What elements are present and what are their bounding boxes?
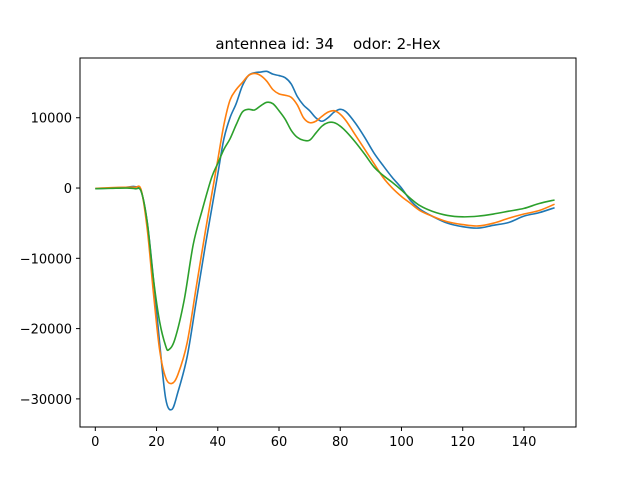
y-tick-label: −10000 <box>20 252 72 267</box>
x-tick-label: 120 <box>450 435 475 450</box>
ticks-layer: 0 20 40 60 80 100 120 140 −30000 −20000 −10000 0 100… <box>20 112 537 450</box>
x-tick-label: 40 <box>210 435 227 450</box>
series-line-1 <box>95 70 555 411</box>
y-tick-label: 10000 <box>31 112 72 127</box>
x-tick-label: 0 <box>91 435 99 450</box>
x-tick-label: 80 <box>332 435 349 450</box>
series-line-3 <box>95 101 555 352</box>
chart-title: antennea id: 34 odor: 2-Hex <box>215 35 440 53</box>
plot-frame <box>79 57 577 428</box>
y-tick-label: −30000 <box>20 393 72 408</box>
x-tick-label: 60 <box>271 435 288 450</box>
x-tick-label: 20 <box>148 435 165 450</box>
x-tick-label: 140 <box>512 435 537 450</box>
y-tick-label: 0 <box>64 182 72 197</box>
series-line-2 <box>95 72 555 385</box>
series-layer <box>95 70 555 411</box>
y-tick-label: −20000 <box>20 323 72 338</box>
x-tick-label: 100 <box>389 435 414 450</box>
